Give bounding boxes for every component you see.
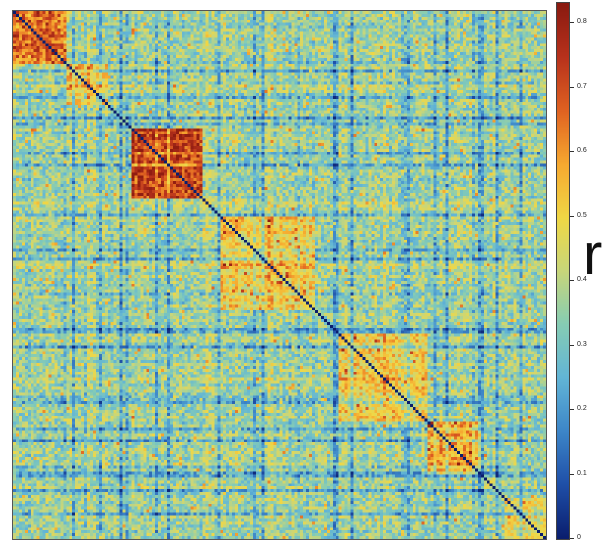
colorbar-tick-label: 0.6 bbox=[577, 147, 587, 154]
colorbar-tick bbox=[570, 538, 574, 539]
colorbar-tick-label: 0 bbox=[577, 534, 581, 541]
colorbar-tick-label: 0.5 bbox=[577, 212, 587, 219]
heatmap-cells bbox=[13, 11, 546, 539]
colorbar-tick bbox=[570, 345, 574, 346]
colorbar-tick bbox=[570, 280, 574, 281]
colorbar-tick-label: 0.1 bbox=[577, 470, 587, 477]
colorbar-title: r bbox=[583, 222, 603, 287]
colorbar-tick bbox=[570, 22, 574, 23]
colorbar-tick-label: 0.3 bbox=[577, 341, 587, 348]
colorbar-gradient bbox=[557, 3, 569, 539]
colorbar-tick bbox=[570, 474, 574, 475]
colorbar-tick bbox=[570, 87, 574, 88]
colorbar bbox=[556, 2, 570, 540]
correlation-heatmap bbox=[12, 10, 547, 540]
colorbar-tick-label: 0.7 bbox=[577, 83, 587, 90]
colorbar-tick-label: 0.8 bbox=[577, 18, 587, 25]
colorbar-tick bbox=[570, 409, 574, 410]
colorbar-tick bbox=[570, 216, 574, 217]
colorbar-tick-label: 0.2 bbox=[577, 405, 587, 412]
colorbar-tick-label: 0.4 bbox=[577, 276, 587, 283]
colorbar-tick bbox=[570, 151, 574, 152]
